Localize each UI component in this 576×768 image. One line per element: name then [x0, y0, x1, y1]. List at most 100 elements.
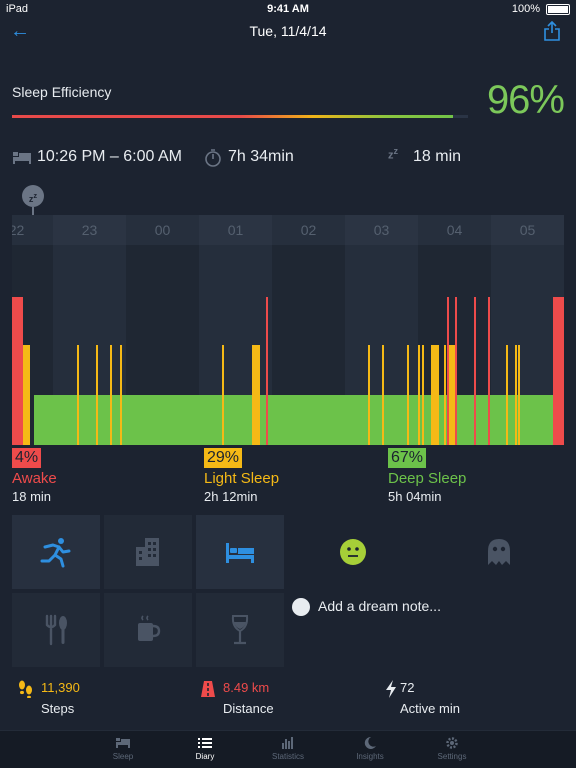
light-sleep-mark: [435, 345, 437, 445]
legend-light-sleep: 29% Light Sleep 2h 12min: [204, 448, 279, 504]
share-icon[interactable]: [544, 21, 560, 41]
tab-bar: Sleep Diary Statistics Insights Settings: [0, 730, 576, 768]
awake-mark: [488, 297, 490, 445]
road-icon: [201, 681, 215, 697]
status-time: 9:41 AM: [267, 3, 309, 15]
hour-axis: 22 23 00 01 02 03 04 05: [12, 215, 564, 245]
hour-band: [345, 215, 418, 245]
light-sleep-mark: [222, 345, 224, 445]
lightning-icon: [386, 680, 396, 698]
light-sleep-mark: [453, 345, 455, 445]
timer-icon: [205, 149, 221, 167]
tab-statistics[interactable]: Statistics: [248, 737, 328, 761]
tab-sleep[interactable]: Sleep: [83, 737, 163, 761]
moon-icon: [364, 737, 376, 749]
bed-icon: [116, 738, 130, 748]
hour-tick-label: 22: [12, 222, 24, 238]
steps-stat: 11,390 Steps: [18, 680, 80, 716]
footsteps-icon: [19, 680, 32, 698]
awake-mark: [13, 297, 15, 445]
awake-percent: 4%: [12, 448, 42, 468]
hour-band: [272, 215, 345, 245]
back-arrow-icon[interactable]: ←: [10, 20, 30, 42]
light-sleep-mark: [444, 345, 446, 445]
coffee-icon: [138, 615, 161, 641]
light-sleep-mark: [407, 345, 409, 445]
sleep-efficiency-bar: [12, 115, 468, 118]
sleep-start-marker-icon[interactable]: zz: [22, 185, 44, 207]
light-sleep-mark: [506, 345, 508, 445]
navigation-bar: ← Tue, 11/4/14: [0, 18, 576, 46]
legend-awake: 4% Awake 18 min: [12, 448, 57, 504]
sleep-efficiency-label: Sleep Efficiency: [12, 84, 112, 100]
tag-food[interactable]: [12, 593, 100, 667]
active-minutes-value: 72: [400, 680, 415, 695]
bed-icon: [226, 543, 254, 563]
awake-mark: [556, 297, 558, 445]
battery-icon: [546, 4, 570, 15]
hour-tick-label: 03: [374, 222, 390, 238]
status-bar: iPad 9:41 AM 100%: [0, 0, 576, 18]
light-sleep-mark: [110, 345, 112, 445]
awake-duration: 18 min: [12, 489, 52, 504]
distance-label: Distance: [223, 701, 274, 716]
tab-diary-label: Diary: [195, 752, 215, 761]
hour-tick-label: 02: [301, 222, 317, 238]
sleep-cycle-chart[interactable]: [12, 245, 564, 445]
light-sleep-mark: [515, 345, 517, 445]
wine-icon: [231, 615, 249, 645]
hour-band: [418, 215, 491, 245]
city-icon: [136, 538, 159, 566]
hour-band: [199, 215, 272, 245]
tab-sleep-label: Sleep: [112, 752, 134, 761]
tag-coffee[interactable]: [104, 593, 192, 667]
tab-statistics-label: Statistics: [271, 752, 304, 761]
light-sleep-label: Light Sleep: [204, 470, 280, 487]
hour-tick-label: 04: [447, 222, 463, 238]
deep-sleep-duration: 5h 04min: [388, 489, 442, 504]
steps-label: Steps: [41, 701, 75, 716]
hour-band: [491, 215, 564, 245]
tab-diary[interactable]: Diary: [165, 737, 245, 761]
carrier-label: iPad: [6, 3, 29, 15]
awake-mark: [12, 297, 23, 445]
tag-wine[interactable]: [196, 593, 284, 667]
sleep-efficiency-bar-remainder: [453, 115, 468, 118]
legend-deep-sleep: 67% Deep Sleep 5h 04min: [388, 448, 466, 504]
light-sleep-mark: [368, 345, 370, 445]
deep-sleep-percent: 67%: [388, 448, 427, 468]
awake-mark: [553, 297, 564, 445]
tab-settings[interactable]: Settings: [412, 737, 492, 761]
light-sleep-mark: [120, 345, 122, 445]
distance-value: 8.49 km: [223, 680, 270, 695]
light-sleep-mark: [77, 345, 79, 445]
light-sleep-duration: 2h 12min: [204, 489, 258, 504]
bar-chart-icon: [282, 737, 293, 749]
active-minutes-stat: 72 Active min: [385, 680, 460, 716]
light-sleep-mark: [382, 345, 384, 445]
tag-city[interactable]: [104, 515, 192, 589]
sleep-duration: 7h 34min: [228, 148, 294, 165]
light-sleep-mark: [418, 345, 420, 445]
tag-bed[interactable]: [196, 515, 284, 589]
awake-mark: [447, 297, 449, 445]
light-sleep-percent: 29%: [204, 448, 243, 468]
food-icon: [45, 614, 67, 646]
sleep-latency: 18 min: [413, 148, 462, 165]
light-sleep-mark: [96, 345, 98, 445]
tab-settings-label: Settings: [437, 752, 467, 761]
ghost-icon[interactable]: [486, 538, 512, 566]
smiley-icon[interactable]: [339, 538, 367, 566]
steps-value: 11,390: [41, 680, 80, 695]
bed-icon: [13, 152, 31, 164]
running-icon: [40, 538, 71, 568]
tab-insights[interactable]: Insights: [330, 737, 410, 761]
hour-tick-label: 00: [155, 222, 171, 238]
hour-band: [12, 215, 53, 245]
awake-mark: [474, 297, 476, 445]
tag-running[interactable]: [12, 515, 100, 589]
zz-icon: zz: [388, 146, 399, 162]
list-icon: [198, 738, 212, 748]
tab-insights-label: Insights: [356, 752, 384, 761]
sleep-efficiency-value: 96%: [486, 78, 565, 122]
